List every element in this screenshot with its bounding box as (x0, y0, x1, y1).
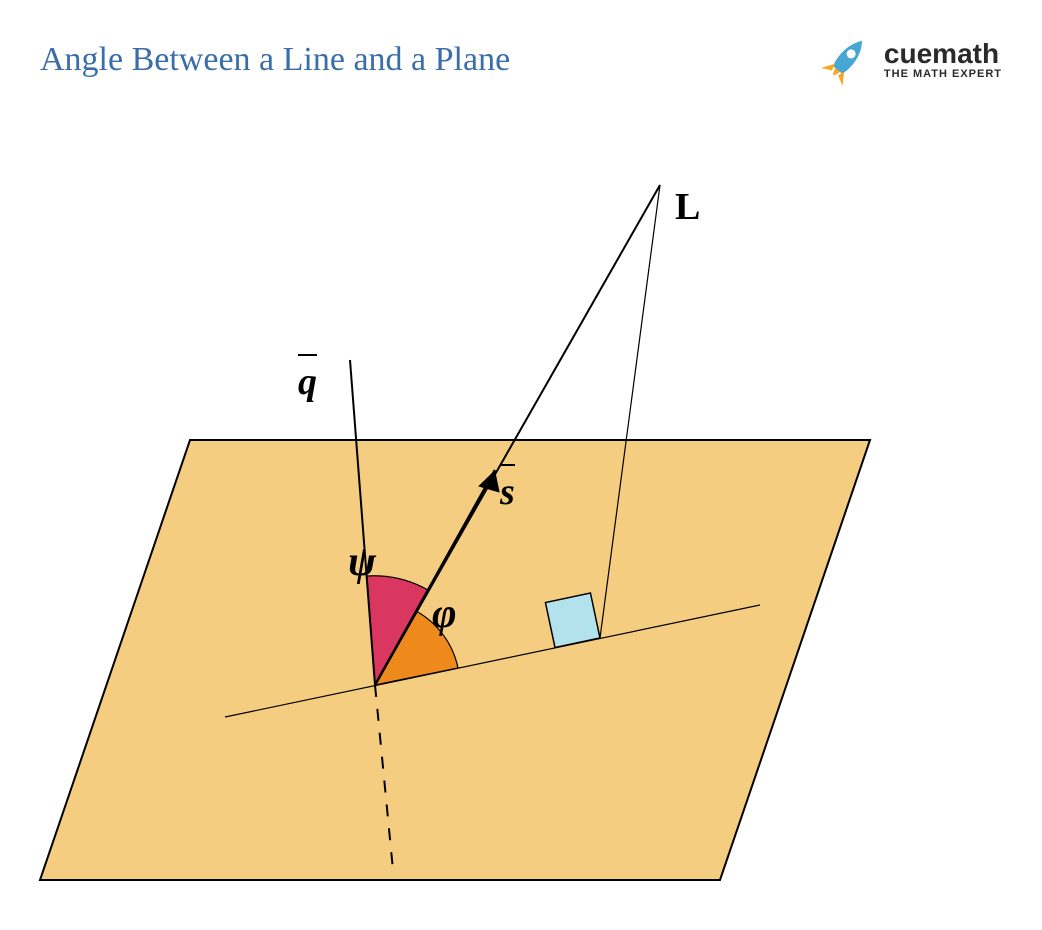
right-angle-marker (545, 593, 600, 648)
geometry-svg (0, 100, 1042, 900)
label-s-text: s (500, 471, 515, 513)
diagram: L q s ψ φ (0, 100, 1042, 900)
label-q: q (298, 360, 317, 404)
label-q-text: q (298, 361, 317, 403)
logo-name: cuemath (884, 40, 1002, 68)
rocket-icon (816, 30, 876, 90)
logo-tagline: THE MATH EXPERT (884, 68, 1002, 80)
page-title: Angle Between a Line and a Plane (40, 41, 510, 79)
label-L: L (675, 185, 700, 229)
label-s: s (500, 470, 515, 514)
brand-logo: cuemath THE MATH EXPERT (816, 30, 1002, 90)
header: Angle Between a Line and a Plane cuemath… (0, 0, 1042, 100)
label-phi: φ (432, 590, 457, 638)
label-psi: ψ (348, 538, 376, 586)
